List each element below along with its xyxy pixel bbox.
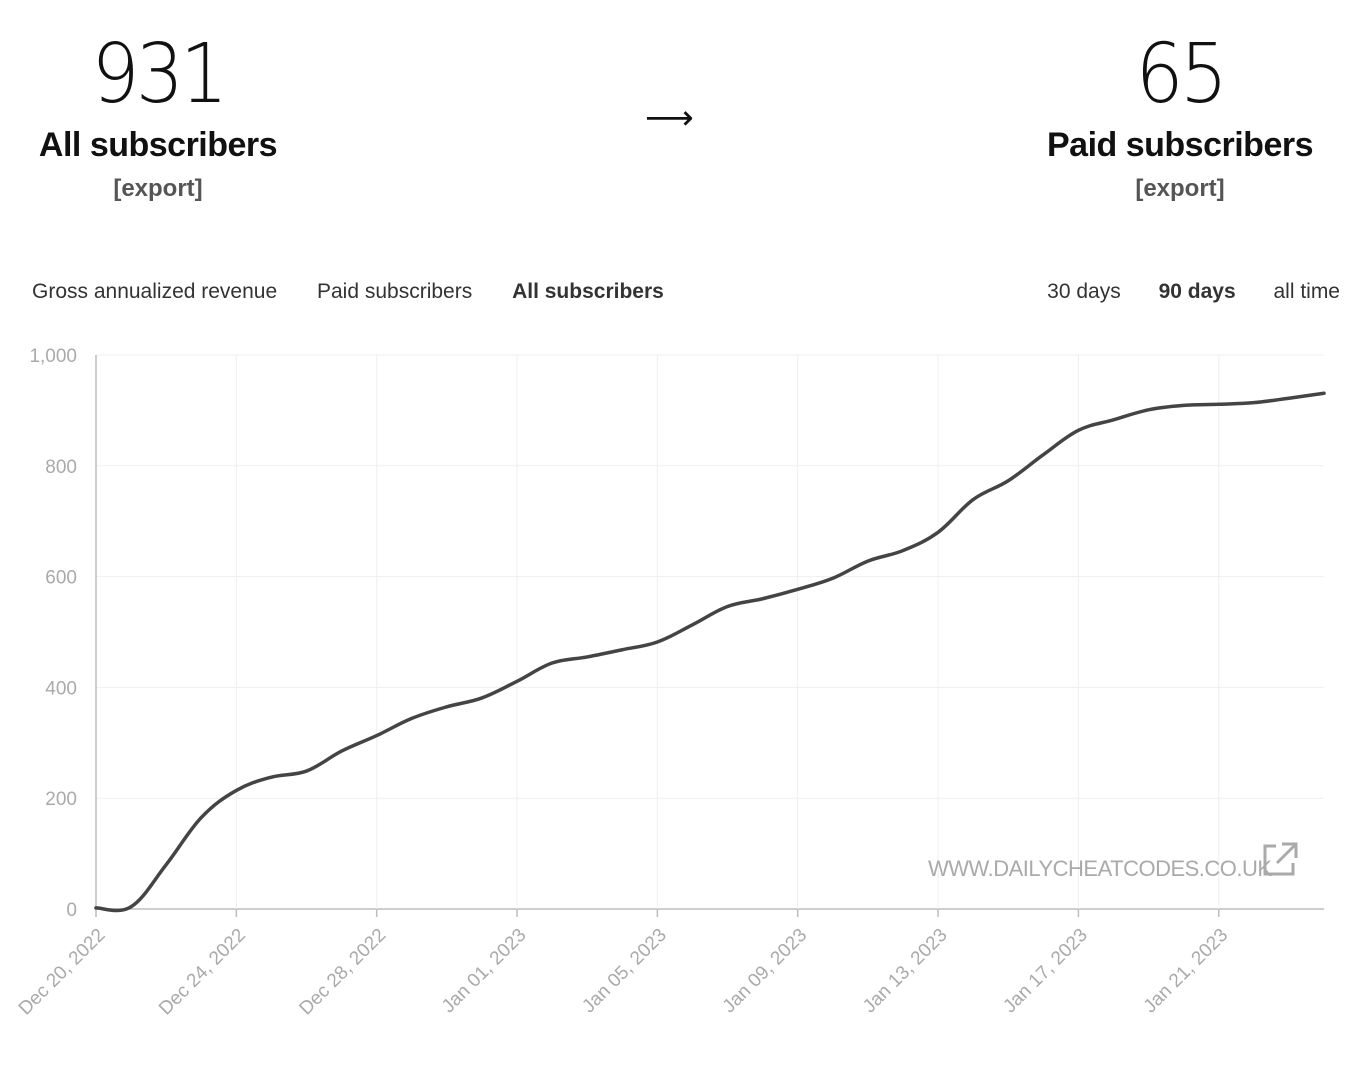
x-tick-label: Dec 20, 2022 — [15, 925, 110, 1020]
time-range-selector: 30 days 90 days all time — [1015, 280, 1340, 304]
paid-subscribers-label: Paid subscribers — [1046, 126, 1314, 164]
x-tick-label: Jan 13, 2023 — [859, 925, 952, 1018]
y-tick-label: 600 — [45, 568, 77, 589]
metric-tabs: Gross annualized revenue Paid subscriber… — [32, 280, 698, 304]
external-link-icon — [1263, 842, 1298, 876]
y-tick-label: 0 — [66, 900, 77, 921]
y-tick-label: 800 — [45, 457, 77, 478]
x-tick-label: Dec 24, 2022 — [155, 925, 250, 1020]
subscribers-line-chart: 0 200 400 600 800 1,000 Dec 20, 2022 Dec 24, 2… — [15, 346, 1326, 1020]
watermark-text: WWW.DAILYCHEATCODES.CO.UK — [928, 856, 1272, 881]
x-tick-label: Jan 01, 2023 — [438, 925, 531, 1018]
range-90-days[interactable]: 90 days — [1158, 280, 1236, 303]
series-line-all-subscribers — [94, 391, 1326, 913]
paid-subscribers-export-link[interactable]: [export] — [1135, 175, 1225, 202]
x-tick-label: Jan 05, 2023 — [578, 925, 671, 1018]
tab-paid-subscribers[interactable]: Paid subscribers — [317, 280, 473, 303]
range-30-days[interactable]: 30 days — [1047, 280, 1121, 303]
all-subscribers-label: All subscribers — [38, 126, 278, 164]
all-subscribers-stat: 931 All subscribers [export] — [8, 30, 308, 204]
range-all-time[interactable]: all time — [1273, 280, 1340, 303]
arrow-right-icon: ⟶ — [645, 99, 694, 137]
paid-subscribers-count: 65 — [1135, 27, 1228, 122]
x-tick-label: Jan 21, 2023 — [1140, 925, 1233, 1018]
paid-subscribers-stat: 65 Paid subscribers [export] — [1030, 30, 1330, 204]
x-tick-label: Jan 17, 2023 — [999, 925, 1092, 1018]
watermark: WWW.DAILYCHEATCODES.CO.UK — [928, 842, 1298, 881]
y-tick-label: 400 — [45, 678, 77, 699]
y-tick-label: 200 — [45, 789, 77, 810]
all-subscribers-count: 931 — [91, 27, 229, 122]
x-tick-label: Dec 28, 2022 — [295, 925, 390, 1020]
x-tick-label: Jan 09, 2023 — [719, 925, 812, 1018]
tab-all-subscribers[interactable]: All subscribers — [512, 280, 664, 303]
y-tick-label: 1,000 — [29, 346, 77, 367]
all-subscribers-export-link[interactable]: [export] — [113, 175, 203, 202]
tab-gross-annualized-revenue[interactable]: Gross annualized revenue — [32, 280, 278, 303]
